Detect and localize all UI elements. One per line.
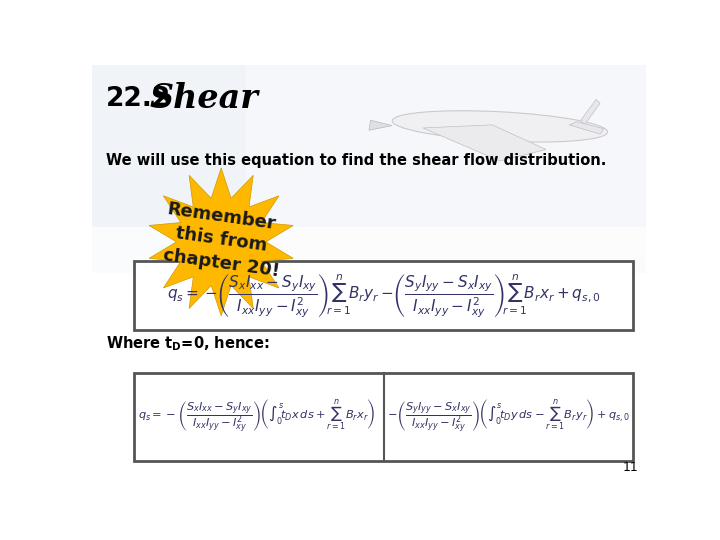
Bar bbox=[246, 65, 647, 257]
Polygon shape bbox=[369, 120, 392, 130]
Polygon shape bbox=[581, 99, 600, 125]
Text: 11: 11 bbox=[623, 462, 639, 475]
Text: We will use this equation to find the shear flow distribution.: We will use this equation to find the sh… bbox=[106, 153, 606, 168]
Bar bbox=[92, 65, 647, 273]
Polygon shape bbox=[570, 122, 604, 134]
Text: Shear: Shear bbox=[150, 82, 258, 114]
Text: Where $\mathbf{t_D}$=0, hence:: Where $\mathbf{t_D}$=0, hence: bbox=[106, 334, 269, 353]
Bar bbox=[134, 373, 633, 461]
Text: $q_s = -\!\left(\dfrac{S_x I_{xx} - S_y I_{xy}}{I_{xx}I_{yy} - I_{xy}^2}\right)\: $q_s = -\!\left(\dfrac{S_x I_{xx} - S_y … bbox=[167, 272, 600, 320]
Text: chapter 20!: chapter 20! bbox=[162, 246, 281, 281]
Text: this from: this from bbox=[174, 224, 268, 255]
Bar bbox=[92, 226, 647, 273]
Text: $q_s = -\left(\dfrac{S_x I_{xx} - S_y I_{xy}}{I_{xx}I_{yy} - I_{xy}^2}\right)\!\: $q_s = -\left(\dfrac{S_x I_{xx} - S_y I_… bbox=[138, 398, 375, 435]
Ellipse shape bbox=[392, 111, 608, 142]
Text: 22.2: 22.2 bbox=[106, 86, 171, 112]
Polygon shape bbox=[423, 125, 546, 161]
Polygon shape bbox=[149, 168, 293, 316]
Bar bbox=[134, 261, 633, 330]
Text: Remember: Remember bbox=[166, 200, 276, 233]
Text: $-\left(\dfrac{S_y I_{yy} - S_x I_{xy}}{I_{xx}I_{yy} - I_{xy}^2}\right)\!\left(\: $-\left(\dfrac{S_y I_{yy} - S_x I_{xy}}{… bbox=[387, 398, 630, 435]
